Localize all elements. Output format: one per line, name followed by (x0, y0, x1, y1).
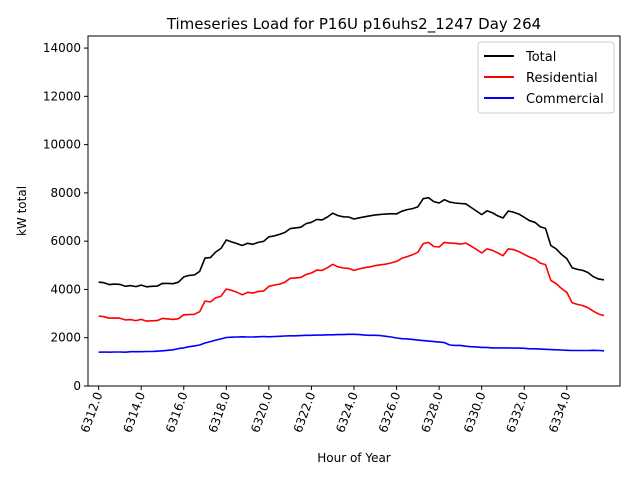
y-tick-label: 14000 (43, 41, 81, 55)
legend-label-commercial: Commercial (526, 92, 604, 107)
legend-box (477, 41, 615, 114)
series-line-commercial (98, 333, 605, 354)
plot-lines (98, 196, 605, 354)
legend: Total Residential Commercial (477, 41, 615, 114)
legend-label-total: Total (525, 50, 556, 65)
y-tick-label: 2000 (50, 331, 81, 345)
y-tick-label: 6000 (50, 234, 81, 248)
y-tick-label: 8000 (50, 186, 81, 200)
legend-label-residential: Residential (526, 71, 598, 86)
series-line-residential (98, 241, 605, 322)
y-axis-label: kW total (15, 186, 29, 236)
chart-title: Timeseries Load for P16U p16uhs2_1247 Da… (166, 15, 541, 34)
y-tick-label: 0 (73, 379, 81, 393)
y-tick-label: 12000 (43, 89, 81, 103)
x-axis-label: Hour of Year (317, 451, 391, 465)
y-tick-label: 4000 (50, 282, 81, 296)
y-tick-label: 10000 (43, 138, 81, 152)
series-line-total (98, 196, 605, 288)
y-axis: 0 2000 4000 6000 8000 10000 12000 14000 (43, 41, 88, 393)
